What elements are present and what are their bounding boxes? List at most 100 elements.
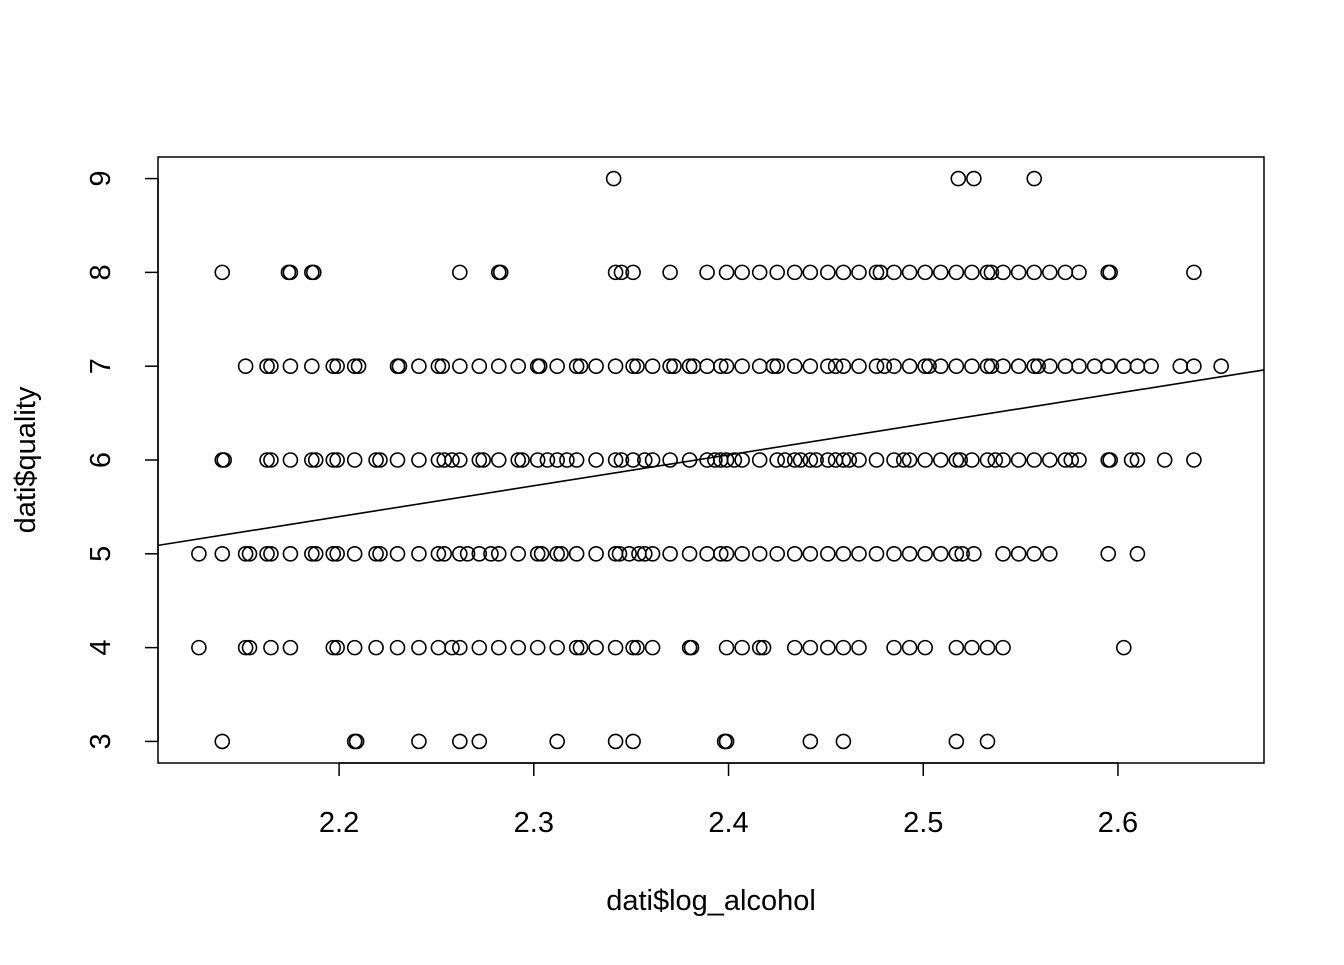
data-point [1086, 358, 1103, 374]
data-point [662, 546, 678, 562]
data-point [389, 452, 406, 468]
data-point [1042, 452, 1058, 468]
data-point [452, 639, 468, 656]
data-point [305, 264, 322, 281]
data-point [389, 546, 406, 562]
data-point [820, 264, 836, 281]
data-point [841, 452, 858, 468]
data-point [568, 546, 585, 562]
data-point [681, 358, 698, 374]
data-point [471, 452, 488, 468]
data-point [237, 358, 254, 374]
data-point [1026, 358, 1043, 374]
data-point [607, 639, 624, 656]
data-point [391, 358, 408, 374]
data-point [802, 546, 819, 562]
data-point [1213, 358, 1229, 374]
data-point [983, 264, 1000, 281]
data-point [802, 264, 819, 281]
data-point [444, 452, 460, 468]
data-point [611, 546, 628, 562]
data-point [214, 264, 231, 281]
data-point [282, 264, 299, 281]
y-tick-label: 7 [85, 358, 117, 374]
data-point [452, 546, 468, 562]
y-tick-label: 9 [85, 171, 117, 187]
data-point [572, 639, 589, 656]
data-point [769, 546, 786, 562]
data-point [851, 639, 867, 656]
y-axis-label: dati$quality [10, 386, 42, 533]
data-point [948, 452, 965, 468]
data-point [241, 546, 258, 562]
data-point [1026, 546, 1043, 562]
data-point [625, 358, 641, 374]
data-point [966, 170, 982, 187]
data-point [1100, 546, 1117, 562]
data-point [452, 264, 468, 281]
data-point [307, 452, 324, 468]
data-point [1129, 546, 1146, 562]
data-point [510, 639, 527, 656]
data-point [372, 546, 388, 562]
data-point [191, 639, 207, 656]
data-point [1116, 358, 1132, 374]
data-point [644, 639, 661, 656]
data-point [452, 358, 468, 374]
data-point [529, 546, 546, 562]
data-point [886, 639, 902, 656]
data-point [531, 358, 548, 374]
data-point [625, 452, 641, 468]
data-point [699, 264, 715, 281]
data-point [886, 264, 902, 281]
data-point [901, 264, 918, 281]
data-point [490, 639, 507, 656]
data-point [452, 733, 468, 750]
data-point [1123, 452, 1140, 468]
data-point [786, 264, 803, 281]
data-point [625, 264, 641, 281]
data-point [734, 546, 750, 562]
data-point [263, 546, 279, 562]
data-point [307, 546, 324, 562]
data-point [820, 639, 836, 656]
data-point [979, 358, 996, 374]
data-point [329, 546, 345, 562]
data-point [1026, 170, 1043, 187]
data-point [987, 452, 1004, 468]
x-tick-label: 2.4 [708, 807, 748, 839]
y-tick-label: 8 [85, 264, 117, 280]
data-point [876, 358, 893, 374]
data-point [712, 358, 729, 374]
data-point [718, 264, 735, 281]
regression-line [157, 369, 1265, 547]
data-point [820, 546, 836, 562]
x-axis: 2.2 2.3 2.4 2.5 2.6 [319, 762, 1138, 839]
data-point [1042, 264, 1058, 281]
data-point [699, 546, 715, 562]
data-point [1057, 358, 1074, 374]
data-point [411, 639, 427, 656]
data-point [329, 639, 345, 656]
data-point [346, 358, 363, 374]
data-point [786, 358, 803, 374]
data-point [681, 546, 698, 562]
data-point [734, 264, 750, 281]
data-point [995, 452, 1011, 468]
data-point [983, 358, 1000, 374]
data-point [769, 264, 786, 281]
data-point [948, 639, 965, 656]
data-point [510, 452, 527, 468]
data-point [282, 358, 299, 374]
data-point [430, 358, 447, 374]
data-point [237, 639, 254, 656]
data-point [1143, 358, 1159, 374]
data-point [917, 358, 933, 374]
data-point [851, 358, 867, 374]
data-point [644, 546, 661, 562]
y-tick-label: 5 [85, 546, 117, 562]
data-point [1186, 264, 1202, 281]
data-point [932, 264, 949, 281]
data-point [553, 546, 569, 562]
data-point [718, 358, 735, 374]
